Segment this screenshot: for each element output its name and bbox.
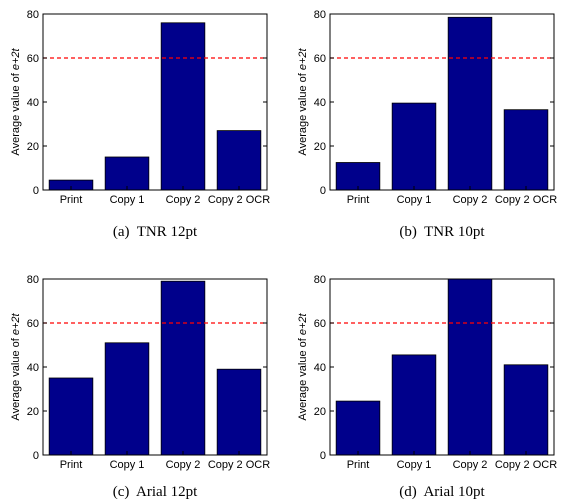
x-tick-label: Copy 2 OCR	[208, 459, 270, 471]
bar-copy-1	[391, 102, 437, 191]
bar-copy-2-ocr	[503, 109, 549, 191]
subfigure-caption: (d) Arial 10pt	[399, 484, 485, 500]
chart-panel-2: 0 20 40 60 80 Print Copy 1 Copy 2 Copy 2 OCR Aver…	[297, 9, 557, 240]
bar-print	[335, 162, 381, 191]
bar-print	[48, 377, 94, 456]
x-tick-label: Copy 2	[453, 459, 488, 471]
y-tick-label: 20	[314, 141, 326, 153]
y-tick-label: 60	[27, 53, 39, 65]
chart-panel-3: 0 20 40 60 80 Print Copy 1 Copy 2 Copy 2 OCR Aver…	[10, 274, 270, 500]
x-tick-label: Copy 2	[166, 194, 201, 206]
y-axis-label-italic: e+2t	[297, 312, 309, 335]
chart-panel-1: 0 20 40 60 80 Print Copy 1 Copy 2 Copy 2 OCR Aver…	[10, 9, 270, 240]
bar-copy-1	[391, 354, 437, 456]
bar-copy-2-ocr	[216, 130, 262, 191]
y-tick-label: 40	[314, 97, 326, 109]
bar-copy-1	[104, 156, 150, 191]
y-tick-label: 80	[314, 9, 326, 21]
x-tick-label: Print	[60, 194, 83, 206]
y-tick-label: 0	[33, 450, 39, 462]
y-tick-label: 60	[314, 53, 326, 65]
x-tick-label: Print	[347, 459, 370, 471]
y-tick-label: 20	[27, 141, 39, 153]
y-tick-label: 0	[320, 450, 326, 462]
x-tick-label: Copy 2 OCR	[495, 459, 557, 471]
x-tick-label: Copy 2 OCR	[495, 194, 557, 206]
y-tick-label: 80	[27, 274, 39, 286]
y-axis-label-prefix: Average value of	[10, 335, 22, 420]
y-tick-label: 0	[320, 185, 326, 197]
chart-panel-4: 0 20 40 60 80 Print Copy 1 Copy 2 Copy 2 OCR Aver…	[297, 274, 557, 500]
y-axis-label-italic: e+2t	[297, 47, 309, 70]
x-tick-label: Copy 2	[453, 194, 488, 206]
y-axis-label: Average value of e+2t	[297, 47, 309, 155]
x-tick-label: Copy 1	[397, 459, 432, 471]
y-axis-label: Average value of e+2t	[10, 312, 22, 420]
y-tick-label: 40	[27, 97, 39, 109]
y-axis-label-prefix: Average value of	[297, 70, 309, 155]
y-axis-label: Average value of e+2t	[10, 47, 22, 155]
y-axis-label: Average value of e+2t	[297, 312, 309, 420]
x-tick-label: Copy 1	[110, 194, 145, 206]
y-tick-label: 20	[27, 406, 39, 418]
y-tick-label: 80	[314, 274, 326, 286]
bar-copy-2	[160, 280, 206, 456]
bar-copy-2	[447, 278, 493, 456]
y-tick-label: 60	[314, 318, 326, 330]
x-tick-label: Copy 1	[110, 459, 145, 471]
subfigure-caption: (b) TNR 10pt	[399, 224, 485, 240]
y-tick-label: 40	[27, 362, 39, 374]
y-tick-label: 60	[27, 318, 39, 330]
y-tick-label: 80	[27, 9, 39, 21]
y-tick-label: 20	[314, 406, 326, 418]
y-axis-label-italic: e+2t	[10, 47, 22, 70]
bar-copy-1	[104, 342, 150, 456]
bar-copy-2-ocr	[503, 364, 549, 456]
subfigure-caption: (a) TNR 12pt	[113, 224, 198, 240]
bar-print	[335, 400, 381, 456]
bar-copy-2-ocr	[216, 368, 262, 456]
x-tick-label: Print	[347, 194, 370, 206]
y-tick-label: 0	[33, 185, 39, 197]
y-tick-label: 40	[314, 362, 326, 374]
bar-copy-2	[160, 22, 206, 191]
y-axis-label-italic: e+2t	[10, 312, 22, 335]
bar-copy-2	[447, 16, 493, 191]
x-tick-label: Copy 1	[397, 194, 432, 206]
subfigure-caption: (c) Arial 12pt	[113, 484, 198, 500]
x-tick-label: Print	[60, 459, 83, 471]
y-axis-label-prefix: Average value of	[297, 335, 309, 420]
y-axis-label-prefix: Average value of	[10, 70, 22, 155]
x-tick-label: Copy 2 OCR	[208, 194, 270, 206]
x-tick-label: Copy 2	[166, 459, 201, 471]
